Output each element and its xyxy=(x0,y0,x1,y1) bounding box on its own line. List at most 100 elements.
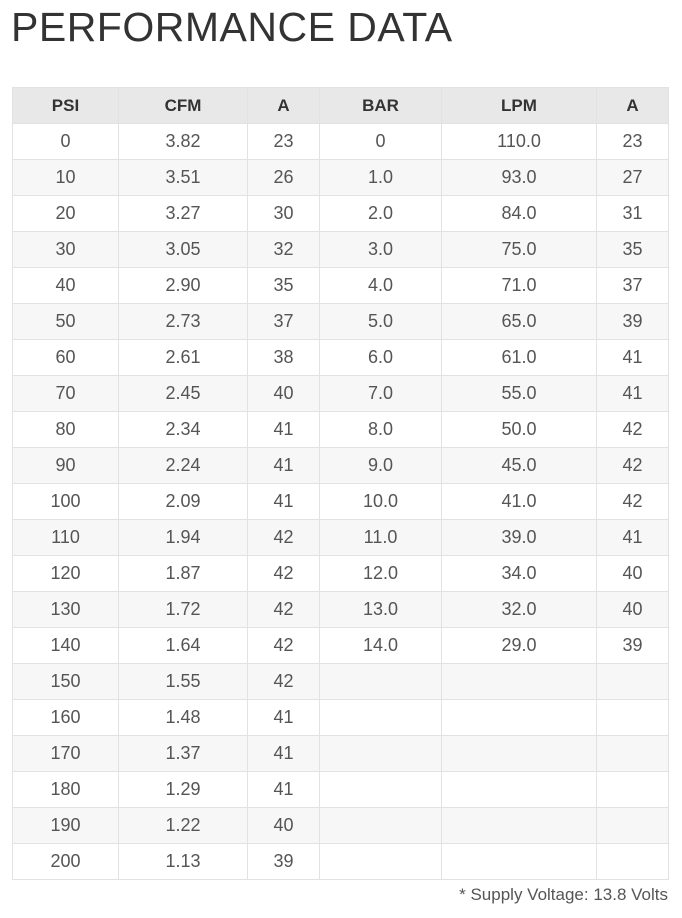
cell-lpm: 41.0 xyxy=(441,483,597,520)
cell-psi: 10 xyxy=(12,159,119,196)
table-row: 140 1.64 42 14.0 29.0 39 xyxy=(12,627,669,664)
cell-psi: 50 xyxy=(12,303,119,340)
cell-amps-bar xyxy=(596,843,669,880)
cell-lpm xyxy=(441,807,597,844)
cell-psi: 110 xyxy=(12,519,119,556)
cell-psi: 100 xyxy=(12,483,119,520)
table-row: 50 2.73 37 5.0 65.0 39 xyxy=(12,303,669,340)
cell-amps-bar xyxy=(596,663,669,700)
cell-amps-psi: 32 xyxy=(247,231,320,268)
cell-bar: 7.0 xyxy=(319,375,442,412)
cell-amps-psi: 42 xyxy=(247,591,320,628)
cell-amps-bar xyxy=(596,699,669,736)
table-row: 20 3.27 30 2.0 84.0 31 xyxy=(12,195,669,232)
cell-amps-psi: 40 xyxy=(247,807,320,844)
cell-amps-psi: 41 xyxy=(247,411,320,448)
cell-psi: 70 xyxy=(12,375,119,412)
column-header-cfm: CFM xyxy=(118,87,248,124)
cell-lpm: 39.0 xyxy=(441,519,597,556)
cell-amps-psi: 23 xyxy=(247,123,320,160)
cell-bar: 10.0 xyxy=(319,483,442,520)
cell-psi: 200 xyxy=(12,843,119,880)
header-row: PSI CFM A BAR LPM A xyxy=(12,87,669,124)
cell-psi: 190 xyxy=(12,807,119,844)
cell-bar xyxy=(319,663,442,700)
column-header-amps-psi: A xyxy=(247,87,320,124)
cell-amps-bar: 41 xyxy=(596,339,669,376)
cell-amps-bar: 39 xyxy=(596,303,669,340)
table-row: 150 1.55 42 xyxy=(12,663,669,700)
cell-amps-psi: 26 xyxy=(247,159,320,196)
cell-lpm: 29.0 xyxy=(441,627,597,664)
table-row: 110 1.94 42 11.0 39.0 41 xyxy=(12,519,669,556)
cell-amps-bar: 42 xyxy=(596,447,669,484)
column-header-psi: PSI xyxy=(12,87,119,124)
column-header-lpm: LPM xyxy=(441,87,597,124)
table-row: 190 1.22 40 xyxy=(12,807,669,844)
cell-lpm xyxy=(441,771,597,808)
cell-cfm: 1.22 xyxy=(118,807,248,844)
table-row: 80 2.34 41 8.0 50.0 42 xyxy=(12,411,669,448)
cell-amps-bar: 41 xyxy=(596,375,669,412)
cell-psi: 20 xyxy=(12,195,119,232)
cell-psi: 30 xyxy=(12,231,119,268)
cell-lpm: 84.0 xyxy=(441,195,597,232)
cell-amps-psi: 37 xyxy=(247,303,320,340)
cell-amps-bar xyxy=(596,771,669,808)
performance-table: PSI CFM A BAR LPM A 0 3.82 23 0 110.0 23 10 3.51 26 1.… xyxy=(12,87,669,880)
cell-psi: 120 xyxy=(12,555,119,592)
cell-amps-psi: 42 xyxy=(247,663,320,700)
cell-cfm: 3.05 xyxy=(118,231,248,268)
cell-cfm: 2.24 xyxy=(118,447,248,484)
cell-amps-psi: 38 xyxy=(247,339,320,376)
table-row: 60 2.61 38 6.0 61.0 41 xyxy=(12,339,669,376)
cell-psi: 150 xyxy=(12,663,119,700)
cell-amps-psi: 42 xyxy=(247,519,320,556)
cell-lpm xyxy=(441,663,597,700)
footnote: * Supply Voltage: 13.8 Volts xyxy=(459,885,668,904)
cell-psi: 170 xyxy=(12,735,119,772)
cell-cfm: 1.29 xyxy=(118,771,248,808)
cell-bar: 3.0 xyxy=(319,231,442,268)
cell-amps-psi: 42 xyxy=(247,627,320,664)
cell-bar xyxy=(319,807,442,844)
cell-psi: 40 xyxy=(12,267,119,304)
column-header-amps-bar: A xyxy=(596,87,669,124)
cell-lpm: 50.0 xyxy=(441,411,597,448)
cell-bar xyxy=(319,699,442,736)
cell-lpm: 34.0 xyxy=(441,555,597,592)
table-row: 0 3.82 23 0 110.0 23 xyxy=(12,123,669,160)
cell-lpm: 45.0 xyxy=(441,447,597,484)
cell-lpm: 61.0 xyxy=(441,339,597,376)
cell-cfm: 1.55 xyxy=(118,663,248,700)
cell-cfm: 1.87 xyxy=(118,555,248,592)
cell-lpm: 110.0 xyxy=(441,123,597,160)
table-row: 170 1.37 41 xyxy=(12,735,669,772)
cell-bar: 12.0 xyxy=(319,555,442,592)
table-row: 130 1.72 42 13.0 32.0 40 xyxy=(12,591,669,628)
cell-cfm: 3.51 xyxy=(118,159,248,196)
table-row: 120 1.87 42 12.0 34.0 40 xyxy=(12,555,669,592)
cell-psi: 160 xyxy=(12,699,119,736)
cell-amps-psi: 40 xyxy=(247,375,320,412)
cell-lpm xyxy=(441,699,597,736)
cell-amps-bar: 31 xyxy=(596,195,669,232)
cell-cfm: 1.48 xyxy=(118,699,248,736)
cell-cfm: 3.27 xyxy=(118,195,248,232)
cell-cfm: 1.64 xyxy=(118,627,248,664)
table-row: 10 3.51 26 1.0 93.0 27 xyxy=(12,159,669,196)
cell-amps-bar: 42 xyxy=(596,411,669,448)
cell-psi: 130 xyxy=(12,591,119,628)
table-row: 30 3.05 32 3.0 75.0 35 xyxy=(12,231,669,268)
cell-psi: 80 xyxy=(12,411,119,448)
cell-lpm xyxy=(441,843,597,880)
cell-amps-psi: 41 xyxy=(247,699,320,736)
cell-amps-psi: 30 xyxy=(247,195,320,232)
cell-lpm: 65.0 xyxy=(441,303,597,340)
cell-amps-bar xyxy=(596,735,669,772)
cell-cfm: 1.37 xyxy=(118,735,248,772)
cell-bar: 6.0 xyxy=(319,339,442,376)
cell-cfm: 1.72 xyxy=(118,591,248,628)
cell-bar: 0 xyxy=(319,123,442,160)
cell-bar: 8.0 xyxy=(319,411,442,448)
